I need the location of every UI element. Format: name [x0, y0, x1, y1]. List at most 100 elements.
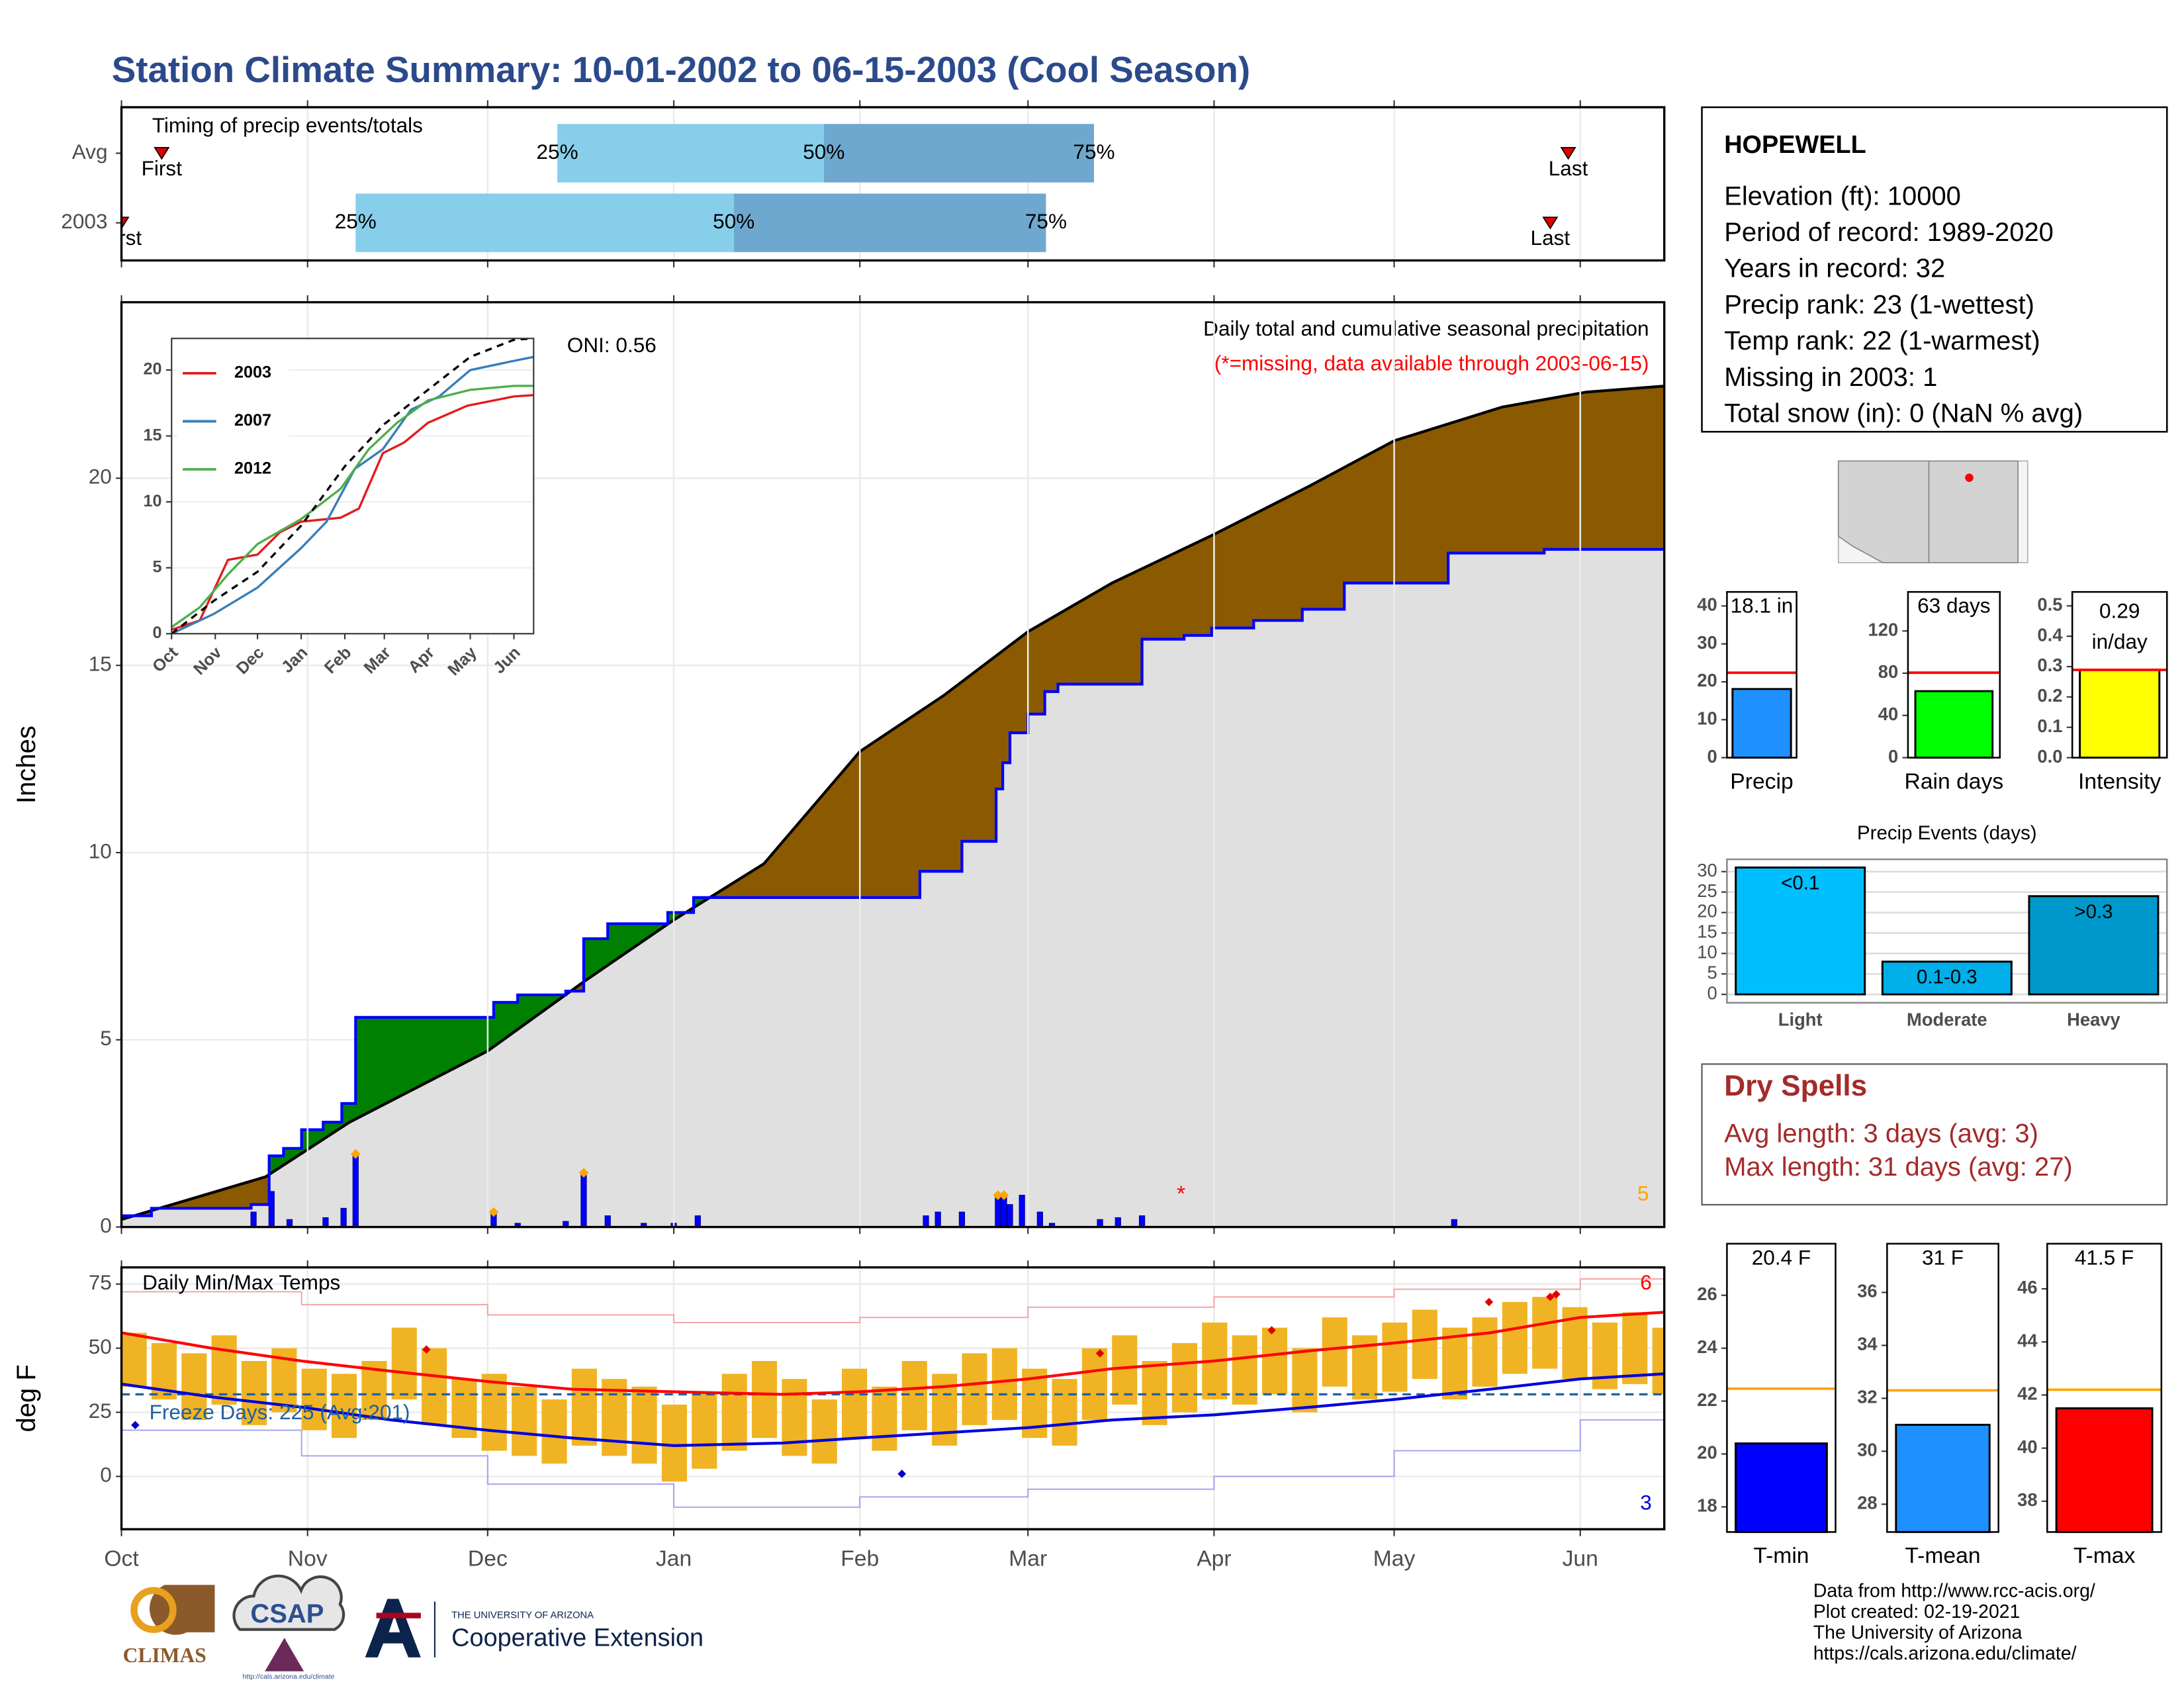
- y-tick-label: 25: [89, 1399, 112, 1423]
- csap-cloud: [232, 1574, 345, 1631]
- ua-unit: Cooperative Extension: [451, 1624, 704, 1652]
- station-dot: [1965, 473, 1974, 482]
- y-tick-label: 0.1: [2037, 716, 2062, 736]
- quantile-label: 25%: [335, 209, 377, 233]
- daily-temp-bar: [1081, 1348, 1107, 1421]
- bin-label: 0.1-0.3: [1917, 966, 1978, 988]
- daily-precip-bar: [934, 1211, 941, 1227]
- csap-text: CSAP: [250, 1599, 324, 1628]
- dry-spells-line: Max length: 31 days (avg: 27): [1724, 1152, 2073, 1182]
- panel-title: Daily Min/Max Temps: [142, 1270, 340, 1294]
- panel-border: [120, 301, 1666, 1229]
- value-label: 63 days: [1917, 594, 1991, 618]
- category-label: Light: [1778, 1009, 1823, 1029]
- daily-temp-bar: [211, 1335, 237, 1405]
- y-tick-label: 0.3: [2037, 655, 2062, 675]
- y-tick-label: 10: [1697, 942, 1717, 962]
- daily-temp-bar: [1382, 1322, 1408, 1392]
- category-label: Heavy: [2067, 1009, 2120, 1029]
- y-tick-label: 26: [1697, 1284, 1717, 1304]
- daily-temp-bar: [1652, 1327, 1664, 1395]
- record-marker: [1267, 1326, 1276, 1335]
- record-marker: [897, 1470, 907, 1478]
- y-tick-label: 20: [1697, 901, 1717, 921]
- daily-temp-bar: [1442, 1327, 1468, 1400]
- daily-temp-bar: [661, 1404, 688, 1482]
- daily-precip-bar: [340, 1207, 347, 1227]
- y-tick-label: 24: [1697, 1336, 1717, 1357]
- daily-temp-bar: [1171, 1342, 1198, 1413]
- quantile-label: 25%: [537, 140, 578, 164]
- y-tick-label: 0: [100, 1213, 112, 1237]
- y-tick-label: 15: [143, 426, 161, 444]
- legend-label: 2007: [234, 411, 271, 430]
- y-tick-label: 30: [1697, 632, 1717, 653]
- daily-precip-bar: [1115, 1217, 1121, 1227]
- y-tick-label: 5: [1707, 962, 1717, 982]
- value-label-line: in/day: [2092, 630, 2148, 653]
- dry-spells-line: Avg length: 3 days (avg: 3): [1724, 1119, 2038, 1148]
- y-tick-label: 10: [143, 492, 161, 510]
- average-cumulative-line: [121, 385, 1664, 1221]
- record-marker: [1484, 1297, 1494, 1307]
- chart-subtitle: (*=missing, data available through 2003-…: [1214, 352, 1649, 375]
- category-label: Precip: [1730, 769, 1793, 794]
- y-tick-label: 0.4: [2037, 624, 2063, 645]
- panel-border: [2046, 1243, 2163, 1533]
- footer-line: https://cals.arizona.edu/climate/: [1813, 1643, 2077, 1664]
- legend-label: 2012: [234, 459, 271, 478]
- series-line: [171, 394, 534, 631]
- x-tick-label: Feb: [841, 1546, 879, 1571]
- dry-spells-box: [1701, 1063, 2168, 1205]
- event-marker: [1560, 147, 1576, 160]
- value-label: 0.29 in/day: [2092, 599, 2148, 653]
- y-tick-label: 0.2: [2037, 685, 2062, 706]
- y-tick-label: 28: [1857, 1493, 1877, 1513]
- daily-temp-bar: [631, 1386, 657, 1464]
- daily-temp-bar: [181, 1353, 207, 1421]
- average-min-line: [121, 1372, 1664, 1447]
- y-tick-label: 22: [1697, 1389, 1717, 1410]
- legend-box: [177, 352, 289, 500]
- daily-precip-bar: [268, 1191, 275, 1227]
- daily-temp-bar: [541, 1399, 567, 1464]
- y-tick-label: 75: [89, 1270, 112, 1294]
- dry-spells-title: Dry Spells: [1724, 1070, 1867, 1102]
- observed-cumulative-line: [121, 547, 1664, 1217]
- event-marker: [154, 147, 170, 160]
- daily-temp-bar: [1292, 1348, 1318, 1413]
- y-axis-label: Inches: [12, 726, 41, 804]
- row-label: 2003: [61, 209, 107, 233]
- daily-temp-bar: [1232, 1335, 1257, 1405]
- daily-precip-bar: [641, 1223, 647, 1227]
- daily-temp-bar: [1532, 1297, 1558, 1369]
- y-tick-label: 20: [143, 360, 161, 379]
- daily-temp-bar: [422, 1348, 447, 1425]
- y-tick-label: 0.5: [2037, 594, 2062, 614]
- x-tick-label: Nov: [288, 1546, 328, 1571]
- y-tick-label: 32: [1857, 1387, 1877, 1407]
- bar: [1895, 1423, 1991, 1533]
- record-marker: [993, 1190, 1003, 1200]
- x-tick-label: Jun: [1563, 1546, 1598, 1571]
- series-line: [171, 385, 534, 628]
- bar: [1731, 688, 1792, 759]
- csap-mountain: [265, 1638, 304, 1671]
- y-tick-label: 15: [1697, 921, 1717, 942]
- panel-border: [1726, 590, 1797, 759]
- event-marker: [121, 216, 130, 230]
- y-tick-label: 10: [1697, 708, 1717, 728]
- daily-precip-bar: [250, 1211, 257, 1227]
- daily-temp-bar: [1261, 1327, 1288, 1395]
- panel-title: Timing of precip events/totals: [152, 113, 423, 137]
- daily-temp-bar: [241, 1361, 267, 1425]
- daily-temp-bar: [1142, 1361, 1167, 1425]
- info-line: Period of record: 1989-2020: [1724, 218, 2054, 247]
- daily-temp-bar: [332, 1374, 357, 1438]
- ua-text: THE UNIVERSITY OF ARIZONA: [451, 1610, 594, 1620]
- info-line: Missing in 2003: 1: [1724, 363, 1937, 392]
- quantile-label: 75%: [1025, 209, 1067, 233]
- quantile-label: 50%: [803, 140, 844, 164]
- y-tick-label: 0: [153, 624, 162, 642]
